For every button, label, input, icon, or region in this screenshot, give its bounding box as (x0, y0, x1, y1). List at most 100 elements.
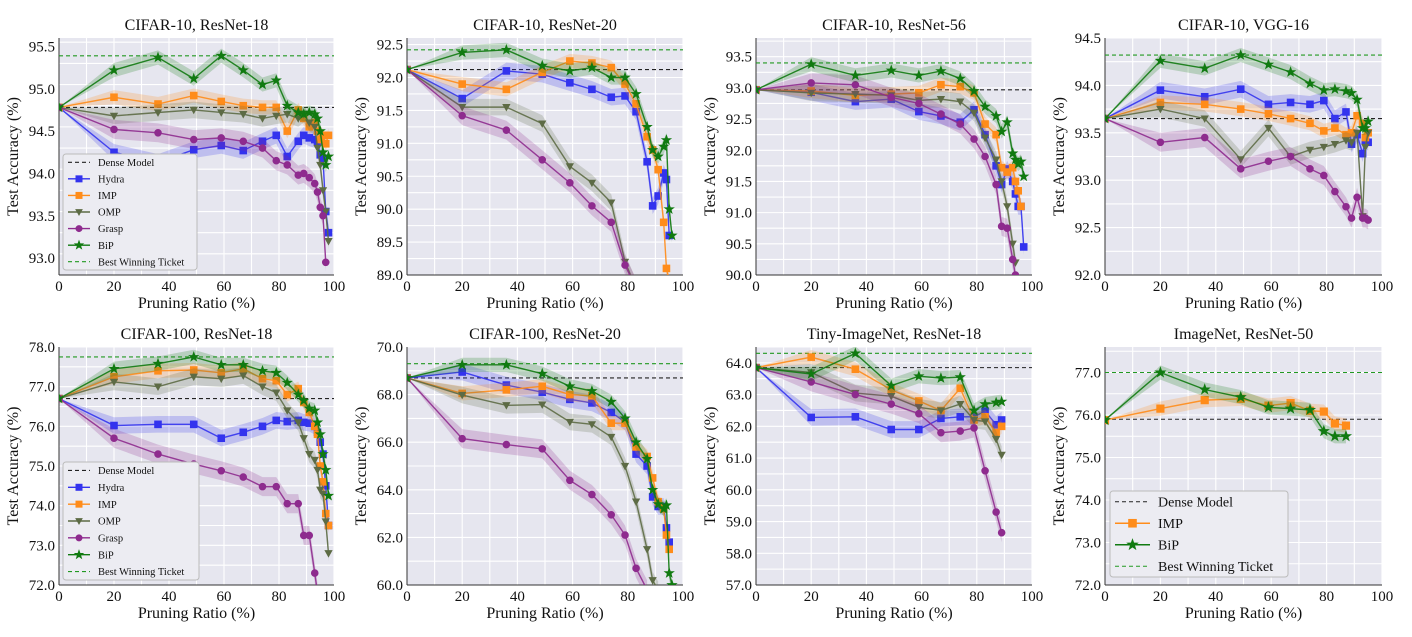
data-point (314, 590, 321, 597)
y-tick-label: 61.0 (726, 451, 752, 467)
x-tick-label: 80 (620, 589, 635, 605)
data-point (887, 400, 896, 408)
data-point (621, 80, 629, 88)
y-tick-label: 75.0 (1075, 451, 1101, 467)
data-point (538, 382, 547, 391)
data-point (310, 179, 319, 188)
data-point (538, 120, 547, 128)
series-band (1105, 100, 1369, 225)
data-point (1003, 224, 1011, 233)
series-band (59, 48, 329, 173)
data-point (652, 498, 664, 509)
y-tick-label: 92.5 (726, 112, 752, 128)
legend-label-dense: Dense Model (1158, 496, 1233, 511)
data-point (630, 436, 642, 447)
legend-label-dense: Dense Model (98, 158, 154, 169)
data-point (152, 357, 164, 369)
data-point (500, 358, 513, 370)
data-point (620, 462, 630, 471)
data-point (659, 218, 668, 227)
data-point (1352, 129, 1362, 138)
data-point (313, 466, 322, 475)
legend-label-hydra: Hydra (98, 483, 125, 494)
data-point (935, 65, 947, 76)
data-point (456, 46, 468, 58)
x-axis-label: Pruning Ratio (%) (486, 295, 603, 312)
y-tick-label: 93.0 (29, 251, 55, 267)
x-axis-label: Pruning Ratio (%) (1185, 605, 1302, 622)
data-point (981, 120, 989, 128)
data-point (1011, 271, 1020, 275)
data-point (648, 474, 657, 482)
data-point (997, 451, 1006, 460)
data-point (536, 59, 548, 71)
data-point (256, 364, 269, 376)
legend-label-bip: BiP (98, 550, 114, 561)
data-point (217, 466, 226, 475)
data-point (153, 109, 163, 117)
data-point (237, 358, 249, 370)
data-point (807, 353, 816, 361)
data-point (565, 163, 574, 171)
x-tick-label: 60 (914, 279, 929, 295)
data-point (643, 132, 651, 141)
data-point (566, 78, 574, 87)
data-point (915, 89, 923, 97)
data-point (662, 264, 671, 273)
data-point (621, 531, 629, 539)
data-point (607, 419, 616, 427)
y-tick-label: 72.0 (1075, 578, 1101, 594)
chart-title: CIFAR-10, ResNet-18 (125, 17, 269, 34)
data-point (189, 373, 198, 382)
data-point (1318, 84, 1330, 95)
data-point (283, 390, 292, 399)
data-point (956, 400, 965, 409)
legend-marker (75, 209, 83, 217)
y-tick-label: 59.0 (726, 515, 752, 531)
data-point (1018, 170, 1030, 182)
data-point (239, 428, 248, 437)
data-point (666, 229, 678, 241)
legend-marker (75, 534, 83, 542)
data-point (1330, 141, 1340, 149)
data-point (294, 419, 303, 427)
x-tick-label: 60 (565, 279, 580, 295)
y-tick-label: 73.0 (29, 538, 55, 554)
data-point (321, 518, 330, 526)
data-point (321, 208, 330, 216)
data-point (587, 179, 597, 188)
x-tick-label: 40 (1208, 589, 1223, 605)
data-point (109, 378, 119, 387)
data-point (272, 112, 281, 121)
data-point (588, 399, 596, 407)
y-tick-label: 74.0 (29, 499, 55, 515)
series-bip (59, 48, 334, 173)
x-tick-label: 40 (859, 279, 874, 295)
y-tick-label: 90.5 (377, 169, 403, 185)
y-tick-label: 95.5 (29, 39, 55, 55)
data-point (502, 126, 511, 134)
data-point (258, 144, 267, 152)
data-point (980, 418, 990, 426)
y-axis-label: Test Accuracy (%) (1051, 97, 1068, 216)
data-point (237, 64, 249, 75)
chart-title: CIFAR-10, ResNet-56 (822, 17, 966, 34)
legend: Dense Model Hydra IMP OMP Grasp BiP Best Winni… (62, 461, 200, 581)
data-point (314, 428, 326, 440)
data-point (885, 379, 897, 391)
data-point (956, 427, 965, 435)
data-point (310, 456, 319, 465)
x-tick-label: 0 (752, 279, 760, 295)
x-tick-label: 80 (272, 589, 287, 605)
legend-label-bip: BiP (1158, 539, 1179, 554)
data-point (59, 392, 65, 404)
data-point (1198, 383, 1211, 395)
data-point (662, 175, 671, 184)
data-point (970, 135, 978, 143)
x-tick-label: 20 (1153, 279, 1168, 295)
plot-content (1105, 47, 1382, 230)
data-point (619, 71, 631, 83)
plot-content (59, 349, 334, 597)
data-point (502, 440, 511, 449)
x-tick-label: 20 (107, 279, 122, 295)
